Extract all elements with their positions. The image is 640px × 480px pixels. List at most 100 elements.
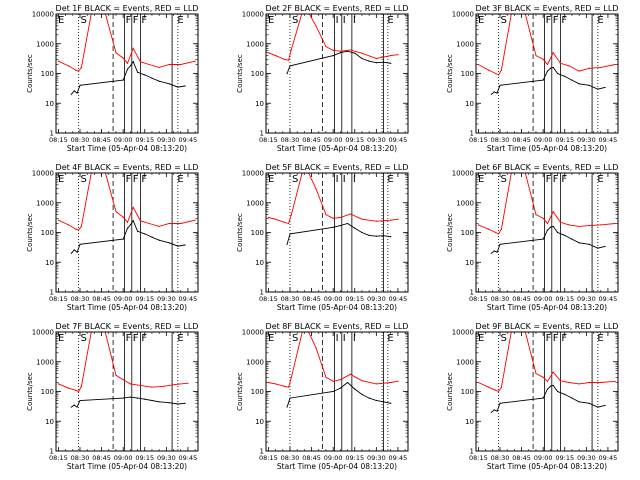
x-tick-label: 09:30 [577,136,596,144]
lld-data-point [75,69,77,71]
x-tick-label: 09:45 [599,454,618,462]
y-tick-label: 1 [260,130,264,138]
y-tick-label: 10000 [242,170,264,178]
lld-data-point [180,222,182,225]
events-data-point [158,80,160,82]
events-data-point [578,242,580,244]
events-data-point [168,402,170,404]
y-tick-label: 10 [465,100,474,108]
detector-panel-4: Det 4F BLACK = Events, RED = LLD Counts/s… [26,163,199,312]
y-axis-label: Counts/sec [26,213,34,252]
lld-data-point [122,379,124,381]
x-tick-label: 08:30 [281,454,300,462]
lld-data-point [349,213,352,215]
events-data-point [496,251,498,253]
interval-marker-label: F [141,174,147,185]
lld-data-point [287,59,290,61]
events-series-line [491,225,606,254]
events-data-point [129,396,131,398]
events-data-point [354,388,356,390]
interval-marker-label: E [177,15,183,26]
y-tick-label: 10000 [32,329,54,337]
events-series-line [491,384,606,413]
lld-data-point [578,70,580,72]
interval-marker-label: E [478,174,484,185]
lld-data-point [614,222,616,225]
interval-marker-label: E [597,15,603,26]
lld-data-point [267,52,270,54]
events-data-point [184,402,186,404]
lld-data-point [349,373,352,375]
events-data-point [70,406,72,408]
events-data-point [368,234,370,236]
interval-marker-label: E [268,174,274,185]
lld-data-point [568,381,570,384]
y-tick-label: 1 [260,448,264,456]
events-data-point [73,90,75,92]
events-data-point [556,72,559,75]
events-data-point [286,406,288,408]
events-data-point [496,92,498,94]
events-data-point [549,67,551,69]
events-data-point [144,233,146,235]
lld-data-point [477,224,480,226]
lld-data-point [274,383,277,385]
x-tick-label: 09:00 [534,295,553,303]
lld-data-point [559,221,562,223]
y-tick-label: 10 [45,418,54,426]
lld-data-point [390,54,392,57]
x-tick-label: 08:15 [469,136,488,144]
series-group [57,14,196,95]
interval-marker-label: E [387,174,393,185]
interval-marker-label: S [81,15,87,26]
x-tick-label: 09:45 [179,295,198,303]
plot-frame [265,13,409,134]
lld-data-point [77,229,80,231]
events-data-point [70,93,72,95]
y-tick-label: 1000 [246,199,264,207]
lld-data-point [497,390,500,393]
lld-data-point [332,217,334,219]
events-data-point [542,238,544,240]
lld-data-point [139,220,142,222]
events-data-point [493,409,495,411]
events-data-point [129,65,131,67]
interval-marker-label: I [343,15,346,26]
lld-data-point [497,233,500,235]
interval-marker-label: F [141,15,147,26]
events-data-point [346,50,349,52]
lld-data-point [325,376,327,378]
events-data-point [390,62,392,64]
interval-marker-label: E [58,15,64,26]
lld-data-point [139,384,142,387]
x-tick-label: 08:45 [92,454,111,462]
interval-marker-label: I [353,333,356,344]
events-data-point [499,84,501,86]
events-data-point [542,397,544,399]
interval-marker-label: E [478,333,484,344]
interval-marker-label: E [58,333,64,344]
events-data-point [499,243,501,245]
events-data-point [546,388,549,390]
lld-data-point [568,224,570,226]
interval-marker-label: I [336,174,339,185]
lld-data-point [542,58,544,60]
interval-marker-label: E [387,15,393,26]
events-data-point [490,411,492,413]
events-data-point [184,85,186,87]
events-series-line [286,381,391,408]
lld-data-point [287,386,290,388]
interval-marker-label: F [553,174,559,185]
lld-data-point [397,218,399,220]
lld-data-point [375,57,377,60]
events-data-point [332,54,334,57]
events-data-point [578,401,580,403]
events-data-point [564,234,566,236]
lld-data-point [325,213,327,216]
events-series-line [71,396,186,408]
x-tick-label: 09:30 [577,454,596,462]
x-tick-label: 08:45 [302,454,321,462]
events-data-point [70,252,72,254]
events-data-point [361,57,363,60]
x-axis-label: Start Time (05-Apr-04 08:13:20) [277,144,397,153]
